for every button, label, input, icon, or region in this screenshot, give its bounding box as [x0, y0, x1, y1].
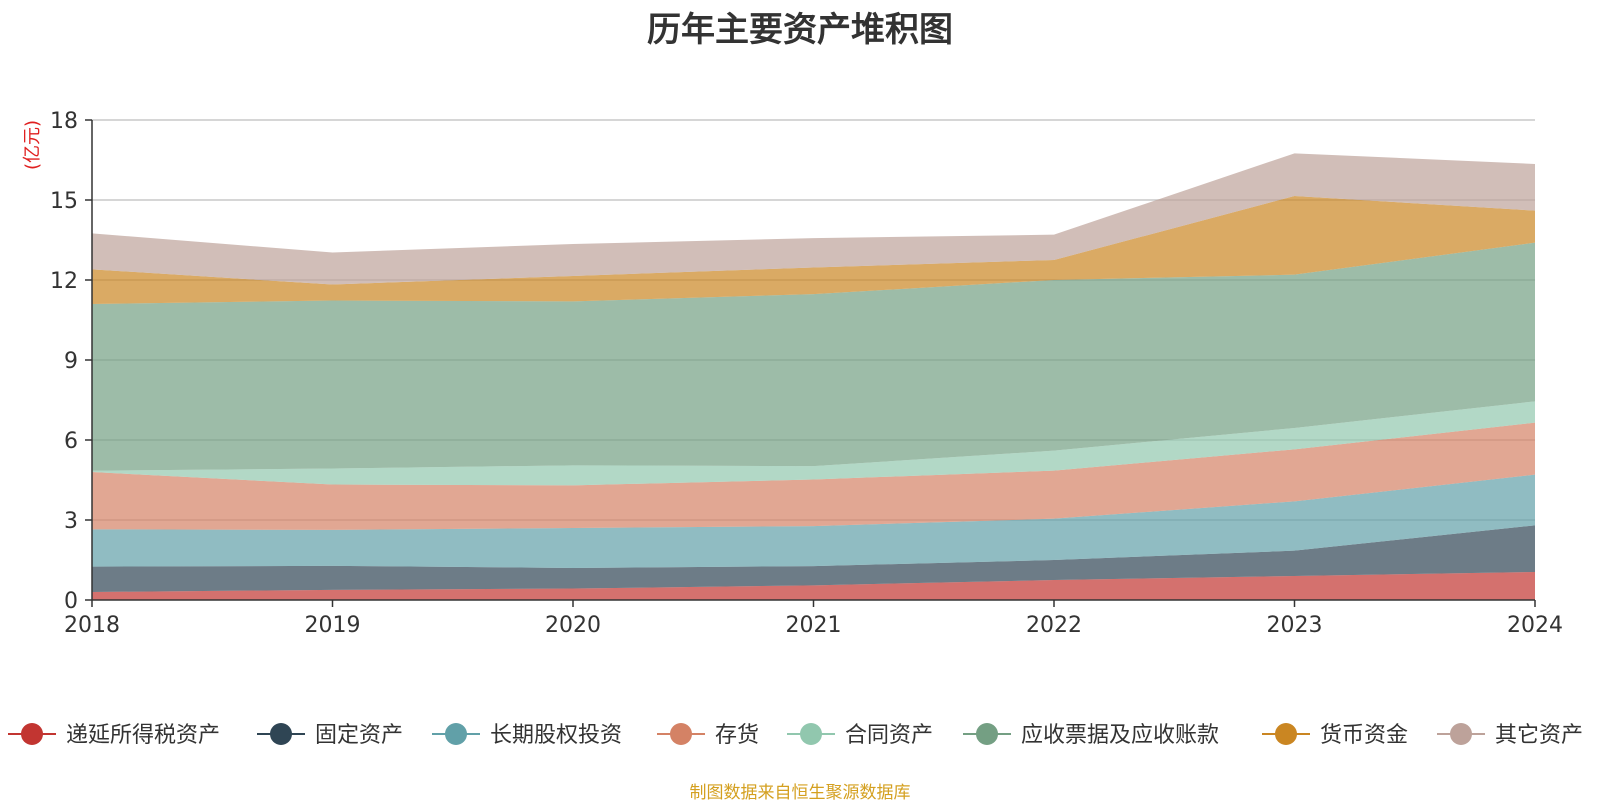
x-tick-label: 2022 [1026, 613, 1082, 638]
legend-label: 长期股权投资 [490, 723, 622, 748]
y-tick-label: 12 [50, 269, 78, 294]
x-tick-label: 2019 [305, 613, 361, 638]
series-area-7 [92, 196, 1535, 304]
legend-marker [21, 723, 43, 745]
y-tick-label: 15 [50, 189, 78, 214]
x-tick-label: 2024 [1507, 613, 1563, 638]
legend-marker [445, 723, 467, 745]
y-tick-label: 18 [50, 109, 78, 134]
legend-label: 应收票据及应收账款 [1021, 723, 1219, 748]
legend-item[interactable]: 货币资金 [1262, 723, 1408, 748]
legend-item[interactable]: 存货 [657, 723, 759, 748]
y-tick-labels: 0 3 6 9 12 15 18 [50, 109, 92, 614]
legend-label: 货币资金 [1320, 723, 1408, 748]
series-area-6 [92, 242, 1535, 471]
series-area-1 [92, 572, 1535, 600]
legend-label: 固定资产 [315, 723, 403, 748]
legend-marker [800, 723, 822, 745]
legend-label: 其它资产 [1495, 723, 1583, 748]
series-area-2 [92, 525, 1535, 592]
legend-marker [1450, 723, 1472, 745]
legend-item[interactable]: 递延所得税资产 [8, 723, 220, 748]
legend-item[interactable]: 长期股权投资 [432, 723, 622, 748]
series-area-3 [92, 474, 1535, 568]
x-tick-label: 2020 [545, 613, 601, 638]
y-tick-label: 0 [64, 589, 78, 614]
series-area-4 [92, 422, 1535, 530]
legend: 递延所得税资产 固定资产 长期股权投资 存货 合同资产 应收票据及应收账款 货币资金 其它资产 [8, 723, 1583, 748]
x-tick-label: 2018 [64, 613, 120, 638]
legend-marker [976, 723, 998, 745]
x-tick-label: 2023 [1267, 613, 1323, 638]
legend-item[interactable]: 固定资产 [257, 723, 403, 748]
y-tick-label: 3 [64, 509, 78, 534]
series-area-5 [92, 401, 1535, 486]
data-source-note: 制图数据来自恒生聚源数据库 [689, 783, 911, 803]
legend-marker [670, 723, 692, 745]
legend-label: 递延所得税资产 [66, 723, 220, 748]
legend-marker [270, 723, 292, 745]
y-tick-label: 6 [64, 429, 78, 454]
chart-title: 历年主要资产堆积图 [647, 10, 953, 50]
y-tick-label: 9 [64, 349, 78, 374]
legend-item[interactable]: 其它资产 [1437, 723, 1583, 748]
legend-label: 合同资产 [845, 723, 933, 748]
legend-item[interactable]: 应收票据及应收账款 [963, 723, 1219, 748]
series-areas [92, 153, 1535, 600]
legend-label: 存货 [715, 723, 759, 748]
x-tick-labels: 2018 2019 2020 2021 2022 2023 2024 [64, 600, 1563, 638]
y-axis-unit-label: (亿元) [22, 120, 43, 170]
series-area-8 [92, 153, 1535, 285]
legend-item[interactable]: 合同资产 [787, 723, 933, 748]
x-tick-label: 2021 [786, 613, 842, 638]
legend-marker [1275, 723, 1297, 745]
